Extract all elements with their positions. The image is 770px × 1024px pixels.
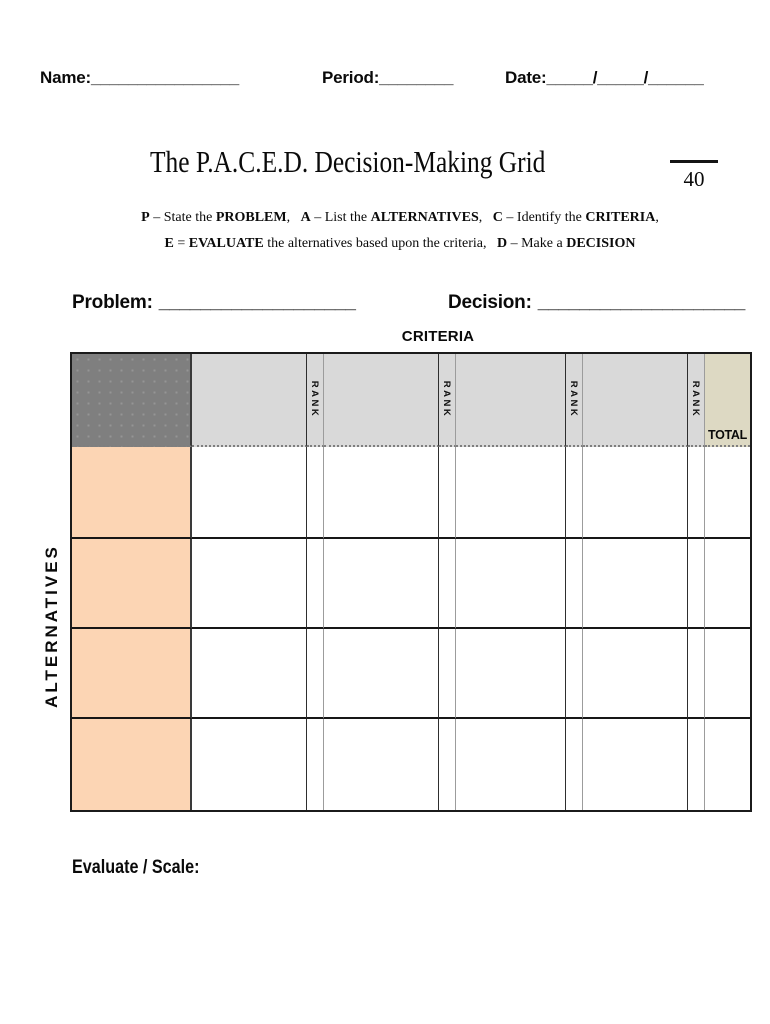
score-cell[interactable]: [583, 539, 688, 629]
instructions-line-2: E = EVALUATE the alternatives based upon…: [164, 236, 636, 251]
rank-header-cell-3: RANK: [566, 354, 583, 447]
total-cell-3[interactable]: [705, 629, 750, 719]
score-cell[interactable]: [192, 719, 307, 810]
name-field: Name:________________: [40, 68, 239, 88]
score-cell[interactable]: [324, 719, 439, 810]
score-cell[interactable]: [583, 447, 688, 539]
rank-label-3: RANK: [568, 380, 580, 419]
rank-header-cell-1: RANK: [307, 354, 324, 447]
score-cell[interactable]: [456, 719, 566, 810]
decision-label: Decision:: [448, 292, 532, 313]
total-label: TOTAL: [707, 428, 747, 442]
score-cell[interactable]: [456, 629, 566, 719]
instructions-line-1: P – State the PROBLEM, A – List the ALTE…: [141, 210, 659, 225]
alternative-cell-3[interactable]: [72, 629, 192, 719]
score-cell[interactable]: [192, 447, 307, 539]
rank-cell[interactable]: [307, 719, 324, 810]
name-blank-line[interactable]: ________________: [90, 68, 240, 87]
rank-cell[interactable]: [307, 447, 324, 539]
score-cell[interactable]: [192, 629, 307, 719]
date-blank-line[interactable]: _____/_____/______: [546, 68, 704, 87]
score-blank-line[interactable]: [670, 160, 718, 163]
paced-decision-grid: RANK RANK RANK RANK TOTAL: [70, 352, 752, 812]
rank-cell[interactable]: [688, 447, 705, 539]
score-total-points: 40: [683, 167, 705, 191]
corner-cell: [72, 354, 192, 447]
rank-label-1: RANK: [309, 380, 321, 419]
decision-blank-line[interactable]: ____________________: [537, 292, 746, 313]
rank-cell[interactable]: [439, 719, 456, 810]
total-cell-4[interactable]: [705, 719, 750, 810]
rank-header-cell-2: RANK: [439, 354, 456, 447]
criteria-heading: CRITERIA: [401, 328, 475, 345]
alternative-cell-2[interactable]: [72, 539, 192, 629]
score-cell[interactable]: [583, 719, 688, 810]
score-cell[interactable]: [324, 447, 439, 539]
score-cell[interactable]: [583, 629, 688, 719]
score-cell[interactable]: [324, 629, 439, 719]
problem-blank-line[interactable]: ___________________: [158, 292, 356, 313]
page-title: The P.A.C.E.D. Decision-Making Grid: [150, 144, 546, 179]
criteria-header-cell-3[interactable]: [456, 354, 566, 447]
date-label: Date:: [505, 68, 547, 87]
problem-label: Problem:: [72, 292, 153, 313]
criteria-header-cell-2[interactable]: [324, 354, 439, 447]
evaluate-scale-label: Evaluate / Scale:: [72, 857, 200, 878]
period-blank-line[interactable]: ________: [379, 68, 454, 87]
rank-cell[interactable]: [439, 539, 456, 629]
rank-cell[interactable]: [688, 539, 705, 629]
rank-header-cell-4: RANK: [688, 354, 705, 447]
problem-field: Problem: ___________________: [72, 292, 356, 314]
rank-cell[interactable]: [566, 447, 583, 539]
decision-field: Decision: ____________________: [448, 292, 745, 314]
score-cell[interactable]: [192, 539, 307, 629]
rank-label-2: RANK: [441, 380, 453, 419]
rank-cell[interactable]: [688, 719, 705, 810]
rank-cell[interactable]: [439, 629, 456, 719]
period-label: Period:: [322, 68, 380, 87]
rank-cell[interactable]: [307, 539, 324, 629]
rank-label-4: RANK: [690, 380, 702, 419]
alternative-cell-4[interactable]: [72, 719, 192, 810]
rank-cell[interactable]: [307, 629, 324, 719]
name-label: Name:: [40, 68, 91, 87]
criteria-header-cell-4[interactable]: [583, 354, 688, 447]
alternative-cell-1[interactable]: [72, 447, 192, 539]
score-cell[interactable]: [456, 539, 566, 629]
total-header-cell: TOTAL: [705, 354, 750, 447]
rank-cell[interactable]: [566, 629, 583, 719]
date-field: Date:_____/_____/______: [505, 68, 704, 88]
score-cell[interactable]: [324, 539, 439, 629]
rank-cell[interactable]: [566, 539, 583, 629]
total-cell-2[interactable]: [705, 539, 750, 629]
score-cell[interactable]: [456, 447, 566, 539]
rank-cell[interactable]: [566, 719, 583, 810]
alternatives-heading: ALTERNATIVES: [42, 544, 61, 708]
period-field: Period:________: [322, 68, 453, 88]
rank-cell[interactable]: [439, 447, 456, 539]
rank-cell[interactable]: [688, 629, 705, 719]
criteria-header-cell-1[interactable]: [192, 354, 307, 447]
total-cell-1[interactable]: [705, 447, 750, 539]
